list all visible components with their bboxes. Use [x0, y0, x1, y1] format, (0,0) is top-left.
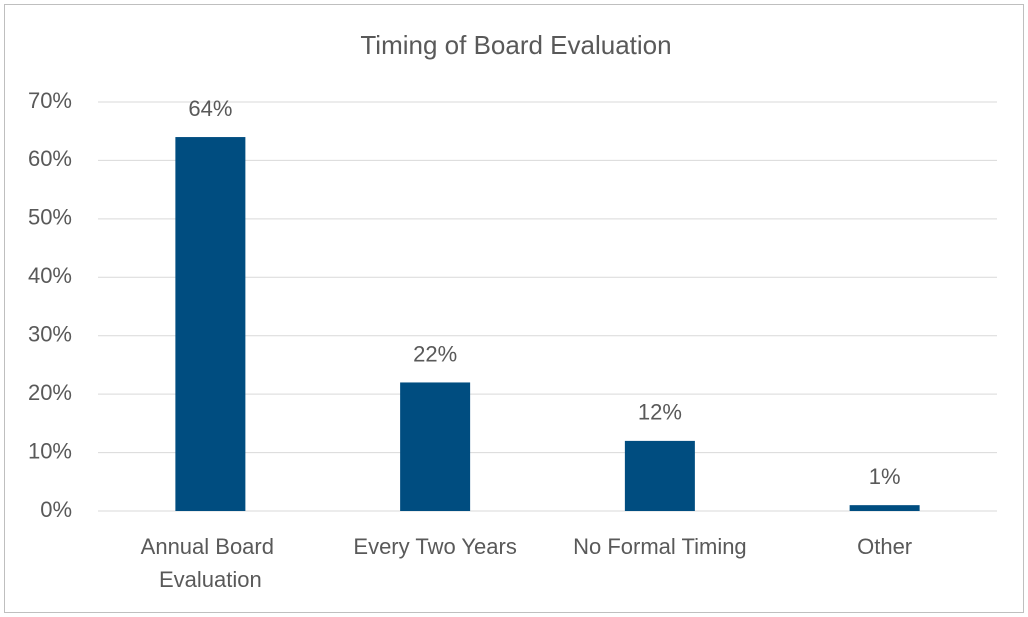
x-tick-label: Annual Board Evaluation: [141, 534, 280, 592]
chart-border: [4, 4, 1024, 613]
bar: [624, 440, 695, 511]
bar: [400, 382, 471, 511]
data-label: 1%: [869, 464, 901, 489]
y-tick-label: 20%: [28, 380, 72, 405]
y-tick-label: 70%: [28, 88, 72, 113]
y-tick-label: 50%: [28, 205, 72, 230]
y-tick-label: 10%: [28, 438, 72, 463]
x-tick-label: No Formal Timing: [573, 534, 747, 559]
bar: [849, 505, 920, 511]
x-tick-label: Other: [857, 534, 912, 559]
y-tick-label: 0%: [40, 497, 72, 522]
x-tick-label: Every Two Years: [353, 534, 516, 559]
chart-title: Timing of Board Evaluation: [360, 30, 671, 60]
data-label: 12%: [638, 400, 682, 425]
y-tick-label: 40%: [28, 263, 72, 288]
data-label: 22%: [413, 341, 457, 366]
data-label: 64%: [188, 96, 232, 121]
bar: [175, 137, 246, 512]
y-tick-label: 30%: [28, 322, 72, 347]
y-tick-label: 60%: [28, 146, 72, 171]
